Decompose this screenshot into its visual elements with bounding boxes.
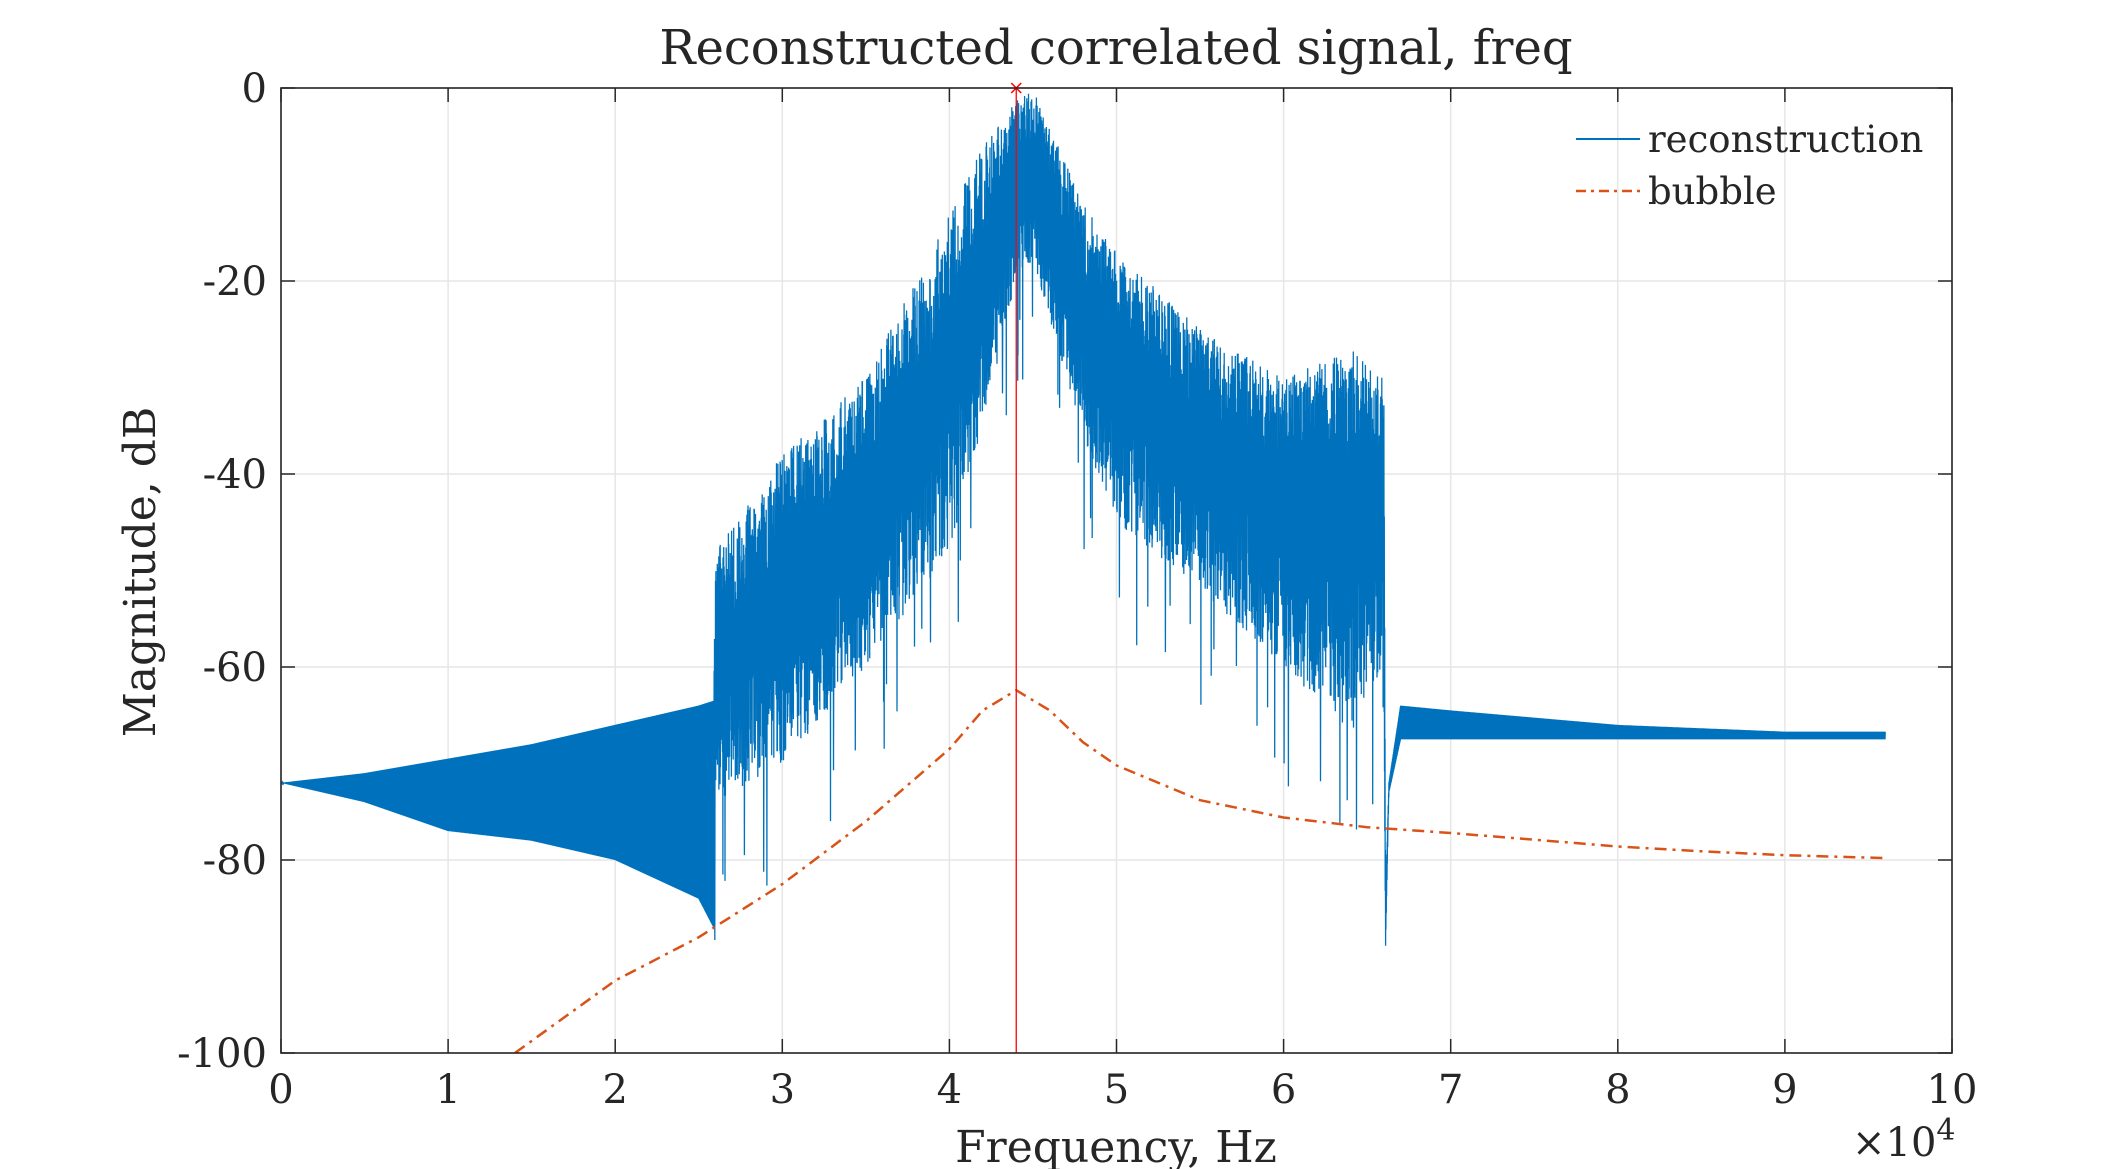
legend-label-bubble: bubble [1648,170,1777,213]
x-tick-label: 0 [268,1067,293,1113]
plot-series-group [281,93,1886,1053]
y-tick-label: -40 [203,452,267,498]
x-tick-label: 3 [770,1067,795,1113]
y-tick-label: -100 [177,1031,267,1077]
legend: reconstruction bubble [1576,118,1923,213]
series-line-bubble [514,688,1886,1053]
x-tick-label: 4 [937,1067,962,1113]
x-axis-exponent: ×104 [1852,1113,1956,1166]
plot-area [281,82,1886,1053]
x-tick-label: 5 [1104,1067,1129,1113]
x-tick-label: 2 [602,1067,627,1113]
axis-ticks: 0 1 2 3 4 5 6 7 8 9 10 0 -20 -40 -60 -80 -100 [177,66,1977,1113]
x-tick-label: 6 [1271,1067,1296,1113]
y-tick-label: -60 [203,645,267,691]
y-tick-label: 0 [242,66,267,112]
x-tick-label: 8 [1605,1067,1630,1113]
x-tick-label: 1 [435,1067,460,1113]
y-tick-label: -20 [203,259,267,305]
legend-label-reconstruction: reconstruction [1648,118,1923,161]
grid-lines [280,87,1953,1054]
x-tick-label: 7 [1438,1067,1463,1113]
x-axis-label: Frequency, Hz [955,1122,1277,1169]
y-tick-label: -80 [203,838,267,884]
series-line-reconstruction [281,93,1886,946]
chart-title: Reconstructed correlated signal, freq [659,20,1572,76]
x-tick-label: 10 [1927,1067,1978,1113]
x-tick-label: 9 [1772,1067,1797,1113]
y-axis-label: Magnitude, dB [115,407,166,738]
